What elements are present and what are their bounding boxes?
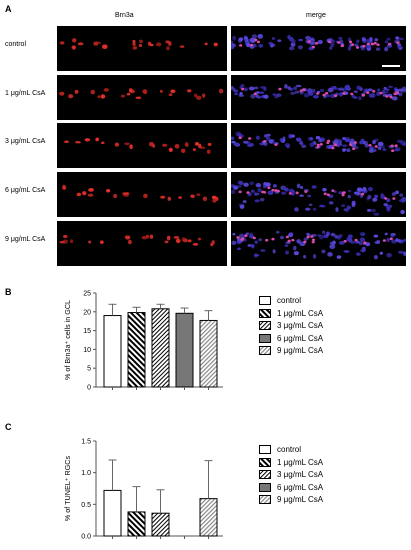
bar bbox=[127, 312, 146, 388]
legend-swatch bbox=[259, 470, 271, 479]
bar bbox=[175, 312, 194, 388]
brn3a-image bbox=[57, 75, 227, 120]
row-label: 1 μg/mL CsA bbox=[5, 90, 46, 97]
merge-image bbox=[231, 123, 406, 168]
legend-label: 6 μg/mL CsA bbox=[277, 482, 324, 492]
y-axis-label: % of Brn3a⁺ cells in GCL bbox=[63, 300, 72, 380]
y-axis-label: % of TUNEL⁺ RGCs bbox=[63, 456, 72, 522]
legend-item: 1 μg/mL CsA bbox=[259, 308, 324, 318]
bar bbox=[199, 498, 218, 537]
legend-label: 9 μg/mL CsA bbox=[277, 346, 324, 355]
merge-image bbox=[231, 172, 406, 217]
legend-swatch bbox=[259, 333, 271, 343]
legend-swatch bbox=[259, 296, 271, 305]
bar bbox=[127, 511, 146, 537]
y-tick-label: 1.0 bbox=[81, 470, 91, 477]
row-label: 9 μg/mL CsA bbox=[5, 236, 46, 243]
panel-a-letter: A bbox=[5, 4, 12, 14]
row-label: 3 μg/mL CsA bbox=[5, 138, 46, 145]
legend-swatch bbox=[259, 308, 271, 318]
y-tick-label: 15 bbox=[83, 328, 91, 335]
row-label: 6 μg/mL CsA bbox=[5, 187, 46, 194]
y-tick-label: 0 bbox=[87, 385, 91, 392]
col-header-brn3a: Brn3a bbox=[115, 12, 134, 19]
brn3a-image bbox=[57, 221, 227, 266]
brn3a-image bbox=[57, 123, 227, 168]
legend-item: 6 μg/mL CsA bbox=[259, 333, 324, 343]
legend-item: 3 μg/mL CsA bbox=[259, 470, 323, 479]
scale-bar bbox=[382, 65, 400, 67]
legend-item: 1 μg/mL CsA bbox=[259, 457, 324, 467]
brn3a-image bbox=[57, 26, 227, 71]
bar bbox=[103, 315, 122, 388]
legend-swatch bbox=[259, 321, 271, 330]
legend-label: 6 μg/mL CsA bbox=[277, 333, 324, 343]
legend-label: 1 μg/mL CsA bbox=[277, 457, 324, 467]
chart-b: 0 5 10 15 20 25 % of Brn3a⁺ cells in GCL bbox=[63, 291, 223, 392]
legend-label: control bbox=[277, 296, 302, 305]
legend-item: 9 μg/mL CsA bbox=[259, 346, 323, 355]
col-header-merge: merge bbox=[306, 12, 326, 19]
bar bbox=[103, 489, 122, 537]
legend-swatch bbox=[259, 445, 271, 454]
legend-swatch bbox=[259, 495, 271, 504]
y-tick-label: 1.5 bbox=[81, 439, 91, 446]
y-tick-label: 25 bbox=[83, 291, 91, 298]
merge-image bbox=[231, 26, 406, 71]
legend-label: 3 μg/mL CsA bbox=[277, 321, 324, 330]
legend-label: 9 μg/mL CsA bbox=[277, 495, 324, 504]
bar bbox=[151, 512, 170, 537]
legend-item: control bbox=[259, 445, 301, 454]
legend-label: 1 μg/mL CsA bbox=[277, 308, 324, 318]
legend-label: 3 μg/mL CsA bbox=[277, 470, 324, 479]
bar bbox=[151, 308, 170, 388]
legend-item: 9 μg/mL CsA bbox=[259, 495, 323, 504]
merge-image bbox=[231, 75, 406, 120]
legend-item: 3 μg/mL CsA bbox=[259, 321, 323, 330]
y-tick-label: 0.0 bbox=[81, 534, 91, 541]
legend-item: 6 μg/mL CsA bbox=[259, 482, 324, 492]
panel-c-letter: C bbox=[5, 422, 12, 432]
legend-swatch bbox=[259, 482, 271, 492]
y-tick-label: 0.5 bbox=[81, 502, 91, 509]
y-tick-label: 10 bbox=[83, 347, 91, 354]
brn3a-image bbox=[57, 172, 227, 217]
legend-label: control bbox=[277, 445, 302, 454]
legend-swatch bbox=[259, 457, 271, 467]
merge-image bbox=[231, 221, 406, 266]
bar bbox=[199, 319, 218, 388]
legend-item: control bbox=[259, 296, 301, 305]
chart-c: 0.0 0.5 1.0 1.5 % of TUNEL⁺ RGCs bbox=[63, 439, 223, 541]
y-tick-label: 20 bbox=[83, 309, 91, 316]
row-label: control bbox=[5, 41, 27, 48]
legend-swatch bbox=[259, 346, 271, 355]
y-tick-label: 5 bbox=[87, 366, 91, 373]
panel-b-letter: B bbox=[5, 287, 12, 297]
